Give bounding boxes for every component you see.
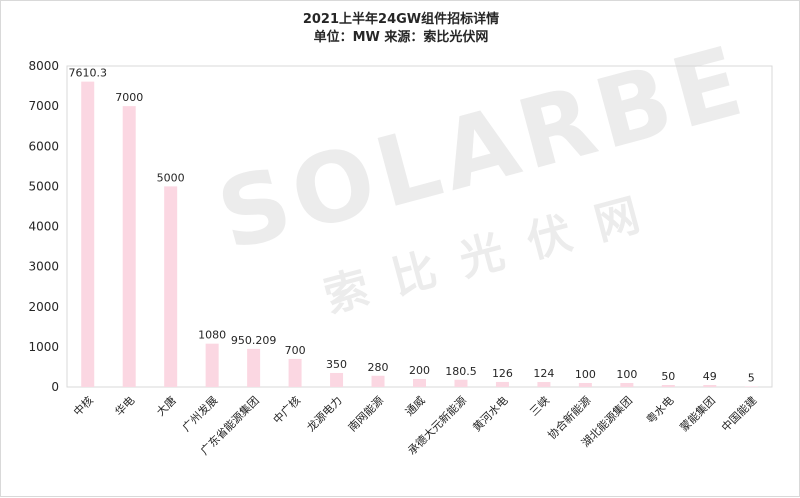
data-label: 1080 xyxy=(198,329,226,342)
bar xyxy=(620,382,634,387)
data-label: 280 xyxy=(368,361,389,374)
bar xyxy=(288,358,302,387)
x-category-label: 南网能源 xyxy=(345,393,386,434)
bar xyxy=(744,386,758,387)
data-label: 950.209 xyxy=(231,334,277,347)
bar xyxy=(703,385,717,387)
data-label: 350 xyxy=(326,358,347,371)
bar xyxy=(247,348,261,387)
bar xyxy=(164,186,178,387)
y-tick-label: 7000 xyxy=(28,99,59,113)
x-category-label: 广州发展 xyxy=(179,393,220,434)
x-category-label: 中广核 xyxy=(270,393,303,426)
data-label: 49 xyxy=(703,370,717,383)
data-label: 7610.3 xyxy=(68,67,107,80)
y-tick-label: 1000 xyxy=(28,340,59,354)
data-label: 200 xyxy=(409,364,430,377)
x-category-label: 蒙能集团 xyxy=(677,393,718,434)
data-label: 100 xyxy=(616,368,637,381)
x-category-label: 龙源电力 xyxy=(304,393,345,434)
x-category-label: 通威 xyxy=(403,394,428,419)
y-tick-label: 6000 xyxy=(28,139,59,153)
bar xyxy=(205,343,219,387)
x-category-label: 三峡 xyxy=(527,393,552,418)
data-label: 124 xyxy=(533,367,554,380)
bar xyxy=(413,378,426,387)
y-tick-label: 5000 xyxy=(28,179,59,193)
y-tick-label: 2000 xyxy=(28,300,59,314)
x-category-label: 中国能建 xyxy=(718,393,759,434)
bar xyxy=(537,382,551,387)
data-label: 180.5 xyxy=(445,365,477,378)
bar xyxy=(454,379,468,387)
data-label: 5 xyxy=(748,371,755,384)
x-category-label: 大唐 xyxy=(153,393,178,418)
x-category-label: 华电 xyxy=(112,393,137,418)
y-tick-label: 0 xyxy=(51,380,59,394)
y-tick-label: 4000 xyxy=(28,220,59,234)
bar xyxy=(330,372,344,387)
bar xyxy=(122,106,136,387)
chart-title: 2021上半年24GW组件招标详情 xyxy=(302,12,500,27)
y-tick-label: 3000 xyxy=(28,260,59,274)
bar xyxy=(661,384,675,387)
x-category-label: 黄河水电 xyxy=(470,393,511,434)
bar xyxy=(495,381,509,387)
data-label: 5000 xyxy=(157,171,185,184)
data-label: 50 xyxy=(661,370,675,383)
bar xyxy=(578,382,592,387)
bar xyxy=(371,375,385,387)
bar xyxy=(81,81,95,387)
x-category-label: 粤水电 xyxy=(643,393,676,426)
x-category-label: 中核 xyxy=(70,393,95,418)
data-label: 126 xyxy=(492,367,513,380)
y-tick-label: 8000 xyxy=(28,59,59,73)
data-label: 700 xyxy=(285,344,306,357)
data-label: 7000 xyxy=(115,91,143,104)
chart-subtitle: 单位：MW 来源：索比光伏网 xyxy=(313,30,489,45)
data-label: 100 xyxy=(575,368,596,381)
